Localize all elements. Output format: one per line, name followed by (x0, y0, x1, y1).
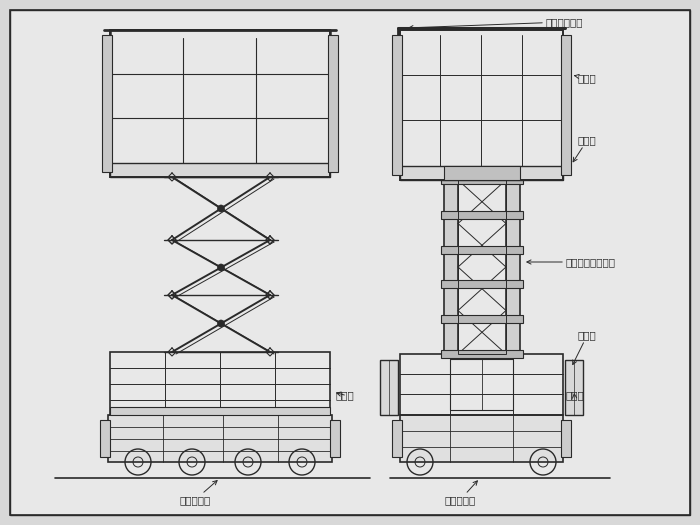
Bar (450, 359, 513, 410)
Text: ヘッドガード: ヘッドガード (409, 17, 582, 30)
Bar (441, 176, 523, 184)
Text: 電気制御笪: 電気制御笪 (444, 481, 477, 505)
Circle shape (218, 320, 225, 327)
Circle shape (218, 205, 225, 212)
Bar (110, 163, 330, 177)
Bar (400, 415, 563, 462)
Bar (458, 180, 506, 354)
Bar (444, 166, 520, 180)
Text: 遠熱板: 遠熱板 (335, 390, 354, 400)
Bar (328, 35, 338, 172)
Bar (392, 420, 402, 457)
Bar (441, 350, 523, 358)
Text: 手すり: 手すり (575, 73, 596, 83)
Bar (506, 180, 520, 354)
Bar (380, 360, 398, 415)
Bar (110, 352, 330, 415)
Bar (441, 280, 523, 288)
Text: バッテリー: バッテリー (179, 480, 217, 505)
Bar (400, 166, 563, 180)
Bar (110, 30, 330, 177)
Bar (330, 420, 340, 457)
Bar (441, 246, 523, 254)
Text: シザース形リフト: シザース形リフト (527, 257, 615, 267)
Bar (102, 35, 112, 172)
Bar (392, 35, 402, 175)
Bar (400, 30, 563, 180)
Bar (400, 354, 563, 415)
Bar (108, 415, 332, 462)
Bar (565, 360, 583, 415)
Bar (561, 35, 571, 175)
Bar (561, 420, 571, 457)
Text: 手すり: 手すり (573, 330, 596, 364)
Bar (110, 407, 330, 415)
Bar (444, 180, 458, 354)
Circle shape (218, 264, 225, 271)
Text: 作業床: 作業床 (573, 135, 596, 162)
Bar (100, 420, 110, 457)
Bar (441, 211, 523, 219)
Text: 遠熱板: 遠熱板 (565, 390, 584, 400)
Bar (441, 315, 523, 323)
